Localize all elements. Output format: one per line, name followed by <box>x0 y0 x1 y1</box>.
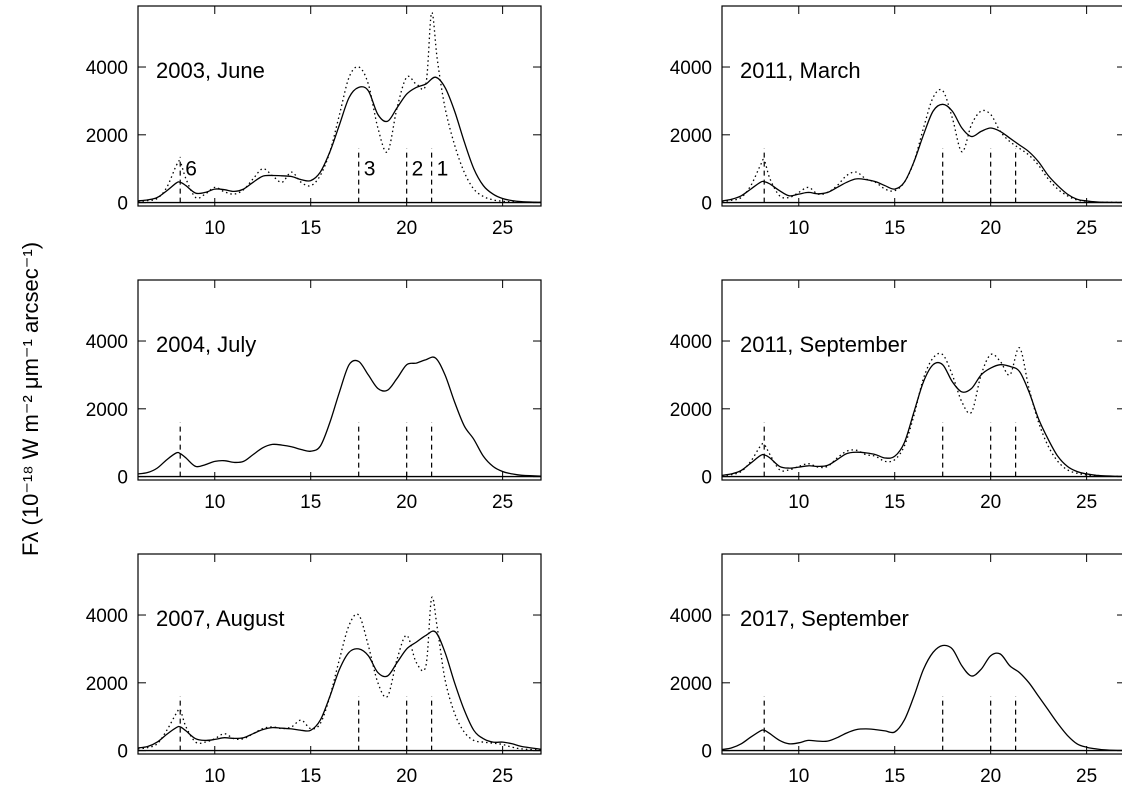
x-tick-label: 15 <box>300 492 321 513</box>
y-tick-label: 0 <box>701 742 712 763</box>
plot-frame <box>137 279 542 481</box>
panel-title: 2017, September <box>740 606 909 631</box>
x-tick-label: 10 <box>788 218 809 239</box>
plot-frame <box>137 553 542 755</box>
plot-frame <box>137 5 542 207</box>
y-axis-label-container: Fλ (10⁻¹⁸ W m⁻² μm⁻¹ arcsec⁻¹) <box>8 0 48 798</box>
dotted-profile-line <box>137 596 542 751</box>
y-tick-label: 4000 <box>670 58 712 79</box>
x-tick-label: 15 <box>884 218 905 239</box>
y-tick-label: 4000 <box>86 606 128 627</box>
y-tick-label: 4000 <box>86 58 128 79</box>
y-axis-label: Fλ (10⁻¹⁸ W m⁻² μm⁻¹ arcsec⁻¹) <box>18 242 43 556</box>
y-tick-label: 2000 <box>86 400 128 421</box>
y-tick-label: 2000 <box>670 400 712 421</box>
panel-title: 2003, June <box>156 58 265 83</box>
solid-profile-line <box>721 361 1122 478</box>
x-tick-label: 15 <box>300 218 321 239</box>
x-tick-label: 15 <box>884 766 905 787</box>
marker-label: 3 <box>364 157 376 180</box>
x-tick-label: 20 <box>980 492 1001 513</box>
solid-profile-line <box>721 644 1122 752</box>
marker-label: 1 <box>437 157 449 180</box>
dotted-profile-line <box>721 88 1122 204</box>
y-tick-label: 0 <box>117 742 128 763</box>
x-tick-label: 20 <box>396 218 417 239</box>
solid-profile-line <box>137 630 542 750</box>
x-tick-label: 15 <box>884 492 905 513</box>
y-tick-label: 2000 <box>86 674 128 695</box>
plot-frame <box>721 279 1122 481</box>
y-tick-label: 4000 <box>670 332 712 353</box>
x-tick-label: 25 <box>1076 218 1097 239</box>
x-tick-label: 25 <box>1076 492 1097 513</box>
y-tick-label: 0 <box>701 194 712 215</box>
panel-title: 2011, March <box>740 58 861 83</box>
panel-1: 0 2000 4000 10 15 20 25 6 3 2 1 2003, June <box>86 5 542 239</box>
x-tick-label: 20 <box>396 766 417 787</box>
plot-frame <box>721 5 1122 207</box>
dotted-profile-line <box>721 347 1122 478</box>
y-tick-label: 0 <box>701 468 712 489</box>
y-tick-label: 2000 <box>86 126 128 147</box>
x-tick-label: 10 <box>204 766 225 787</box>
x-tick-label: 20 <box>980 218 1001 239</box>
y-tick-label: 0 <box>117 468 128 489</box>
x-tick-label: 10 <box>788 492 809 513</box>
x-tick-label: 10 <box>204 218 225 239</box>
solid-profile-line <box>137 76 542 203</box>
x-tick-label: 20 <box>396 492 417 513</box>
x-tick-label: 15 <box>300 766 321 787</box>
panel-title: 2011, September <box>740 332 907 357</box>
y-tick-label: 2000 <box>670 126 712 147</box>
x-tick-label: 25 <box>492 766 513 787</box>
x-tick-label: 20 <box>980 766 1001 787</box>
panel-title: 2004, July <box>156 332 256 357</box>
solid-profile-line <box>721 103 1122 204</box>
x-tick-label: 10 <box>788 766 809 787</box>
y-tick-label: 4000 <box>86 332 128 353</box>
panel-2: 0 2000 4000 10 15 20 25 2011, March <box>670 5 1122 239</box>
panel-title: 2007, August <box>156 606 284 631</box>
dotted-profile-line <box>137 12 542 204</box>
marker-label: 2 <box>412 157 424 180</box>
x-tick-label: 25 <box>492 492 513 513</box>
y-tick-label: 2000 <box>670 674 712 695</box>
panel-3: 0 2000 4000 10 15 20 25 2004, July <box>86 279 542 513</box>
marker-label: 6 <box>185 157 197 180</box>
plot-frame <box>721 553 1122 755</box>
solid-profile-line <box>137 356 542 477</box>
y-tick-label: 4000 <box>670 606 712 627</box>
x-tick-label: 10 <box>204 492 225 513</box>
y-tick-label: 0 <box>117 194 128 215</box>
panel-4: 0 2000 4000 10 15 20 25 2011, September <box>670 279 1122 513</box>
y-axis-label-svg: Fλ (10⁻¹⁸ W m⁻² μm⁻¹ arcsec⁻¹) <box>18 242 43 556</box>
x-tick-label: 25 <box>1076 766 1097 787</box>
x-tick-label: 25 <box>492 218 513 239</box>
